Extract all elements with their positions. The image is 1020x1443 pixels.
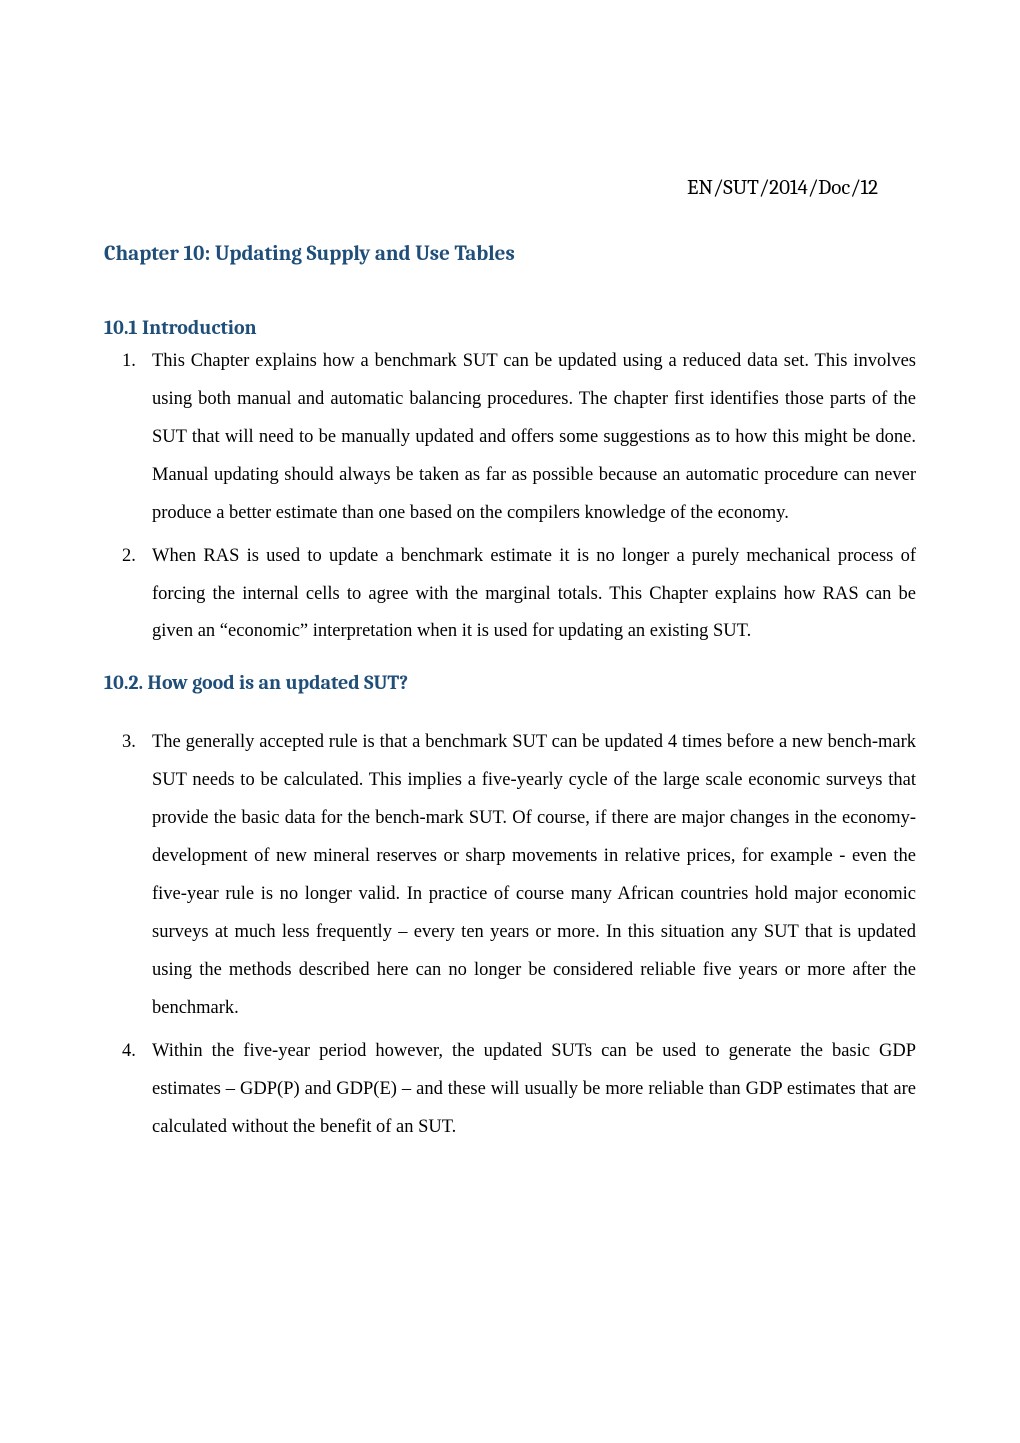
- section-heading-quality: 10.2. How good is an updated SUT?: [104, 671, 916, 694]
- section-heading-intro: 10.1 Introduction: [104, 316, 916, 339]
- list-item: The generally accepted rule is that a be…: [104, 724, 916, 1027]
- quality-list: The generally accepted rule is that a be…: [104, 724, 916, 1146]
- section-introduction: 10.1 Introduction This Chapter explains …: [104, 316, 916, 651]
- list-item: This Chapter explains how a benchmark SU…: [104, 343, 916, 533]
- section-quality: The generally accepted rule is that a be…: [104, 724, 916, 1146]
- list-item: Within the five-year period however, the…: [104, 1033, 916, 1147]
- chapter-title: Chapter 10: Updating Supply and Use Tabl…: [104, 242, 916, 266]
- intro-list: This Chapter explains how a benchmark SU…: [104, 343, 916, 651]
- document-reference: EN/SUT/2014/Doc/12: [104, 176, 916, 200]
- list-item: When RAS is used to update a benchmark e…: [104, 538, 916, 652]
